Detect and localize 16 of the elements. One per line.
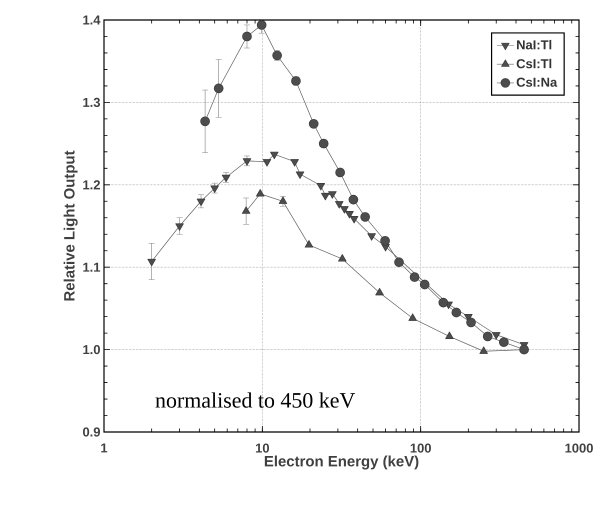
- x-tick-label: 10: [256, 443, 270, 453]
- legend-label: NaI:Tl: [517, 40, 552, 50]
- legend-label: CsI:Na: [516, 78, 558, 87]
- y-tick-label: 1.1: [83, 262, 100, 272]
- y-axis-title: Relative Light Output: [64, 150, 78, 301]
- annotation: normalised to 450 keV: [156, 392, 356, 408]
- x-tick-label: 1000: [565, 443, 593, 453]
- y-tick-label: 1.0: [83, 345, 100, 354]
- x-tick-label: 100: [410, 443, 431, 453]
- x-axis-title: Electron Energy (keV): [264, 456, 418, 470]
- legend-label: CsI:Tl: [516, 58, 552, 68]
- y-tick-label: 1.4: [83, 16, 100, 24]
- x-tick-label: 1: [101, 443, 108, 452]
- y-tick-label: 0.9: [82, 427, 100, 437]
- y-tick-label: 1.3: [83, 98, 100, 107]
- y-tick-label: 1.2: [83, 180, 100, 190]
